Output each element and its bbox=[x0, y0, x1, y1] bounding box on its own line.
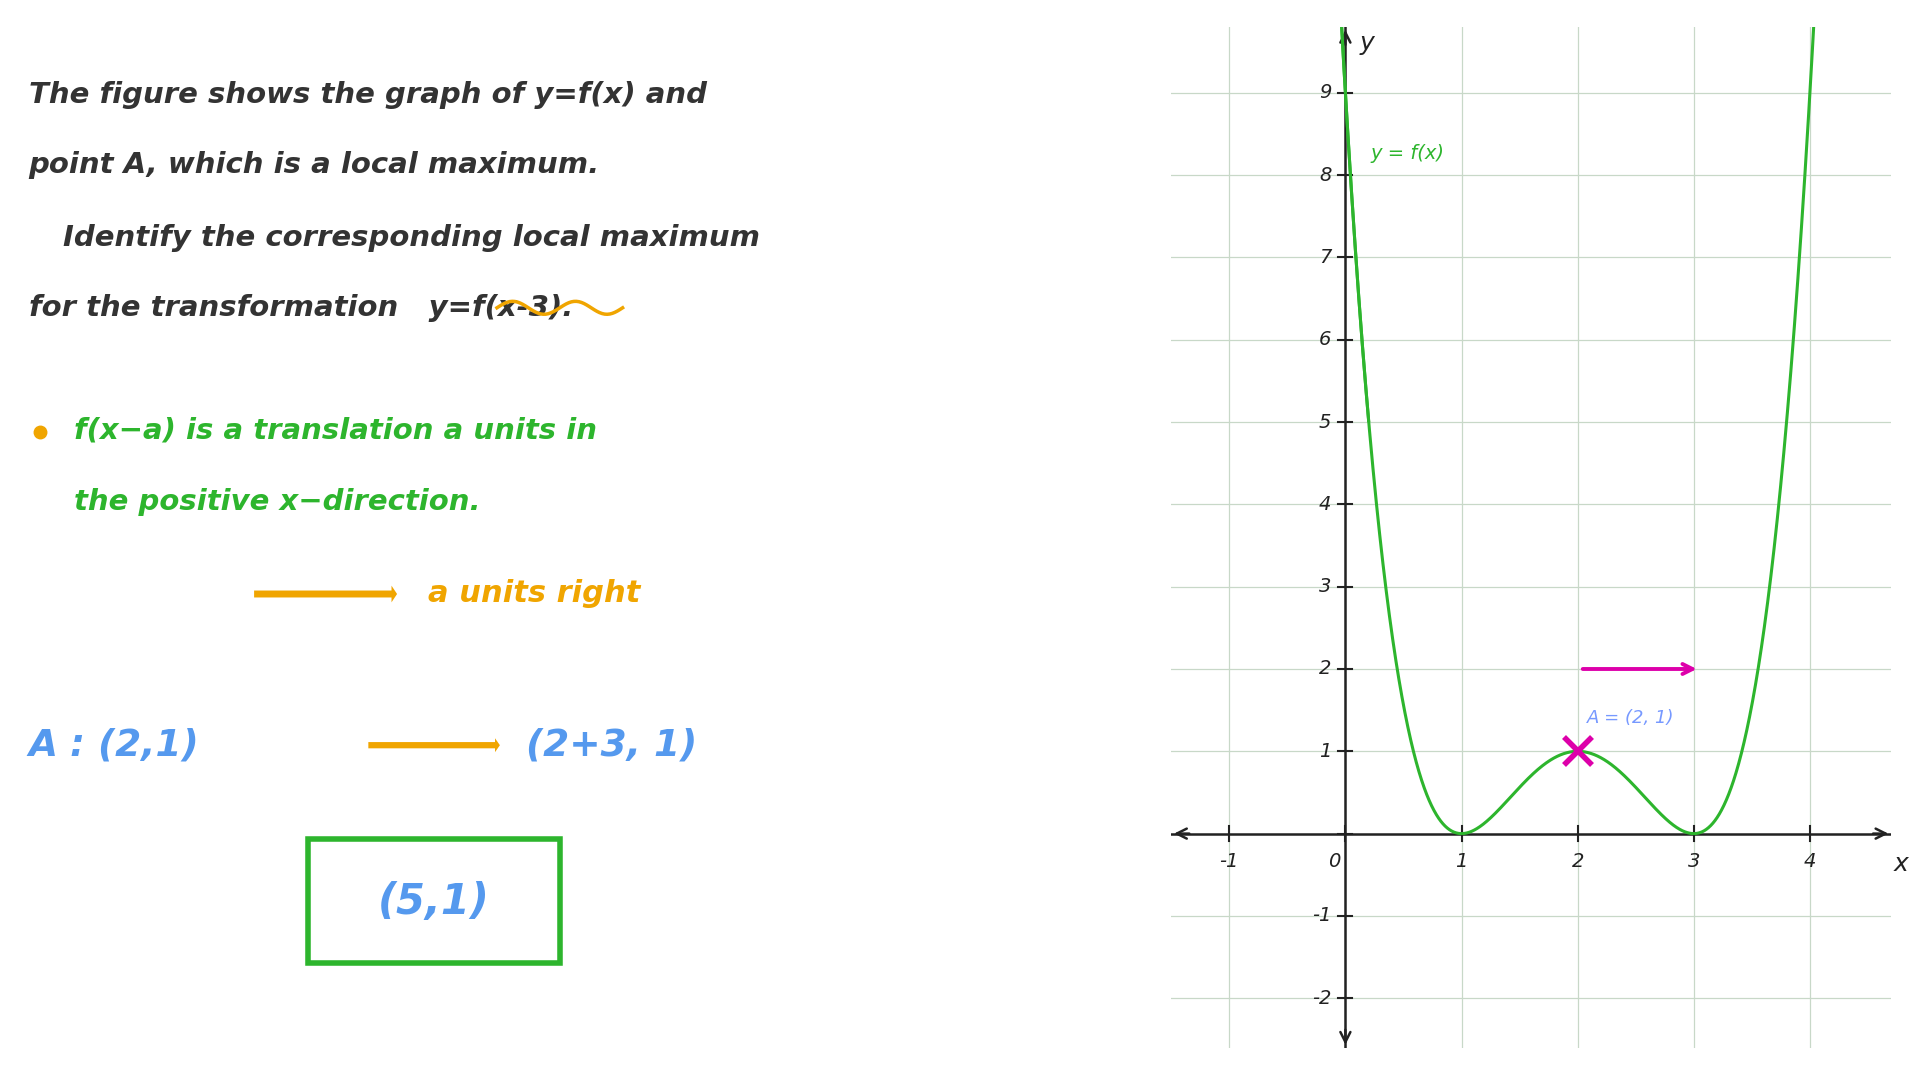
Text: x: x bbox=[1893, 852, 1908, 876]
Text: 4: 4 bbox=[1319, 495, 1331, 514]
Text: 2: 2 bbox=[1319, 660, 1331, 678]
Text: 2: 2 bbox=[1571, 852, 1584, 870]
Text: 9: 9 bbox=[1319, 83, 1331, 103]
Text: 8: 8 bbox=[1319, 165, 1331, 185]
Text: 3: 3 bbox=[1319, 577, 1331, 596]
Text: -1: -1 bbox=[1311, 906, 1331, 926]
Text: the positive x−direction.: the positive x−direction. bbox=[75, 488, 480, 516]
Text: Identify the corresponding local maximum: Identify the corresponding local maximum bbox=[63, 224, 760, 252]
Text: for the transformation   y=f(x-3).: for the transformation y=f(x-3). bbox=[29, 294, 572, 322]
Text: 0: 0 bbox=[1327, 852, 1340, 870]
Text: 1: 1 bbox=[1319, 742, 1331, 760]
Text: 6: 6 bbox=[1319, 330, 1331, 349]
Text: y: y bbox=[1359, 31, 1375, 55]
Text: The figure shows the graph of y=f(x) and: The figure shows the graph of y=f(x) and bbox=[29, 81, 707, 109]
Text: (2+3, 1): (2+3, 1) bbox=[526, 727, 697, 764]
Text: -2: -2 bbox=[1311, 988, 1331, 1008]
Bar bbox=[309, 839, 561, 963]
Text: (5,1): (5,1) bbox=[378, 881, 490, 922]
Text: point A, which is a local maximum.: point A, which is a local maximum. bbox=[29, 151, 599, 179]
Text: -1: -1 bbox=[1219, 852, 1238, 870]
Text: 3: 3 bbox=[1688, 852, 1699, 870]
Text: 1: 1 bbox=[1455, 852, 1467, 870]
Text: f(x−a) is a translation a units in: f(x−a) is a translation a units in bbox=[75, 417, 597, 445]
Text: A : (2,1): A : (2,1) bbox=[29, 727, 200, 764]
Text: 4: 4 bbox=[1803, 852, 1816, 870]
Text: a units right: a units right bbox=[428, 580, 641, 608]
Text: 5: 5 bbox=[1319, 413, 1331, 432]
Text: A = (2, 1): A = (2, 1) bbox=[1588, 708, 1674, 727]
Text: y = f(x): y = f(x) bbox=[1371, 144, 1446, 163]
Text: 7: 7 bbox=[1319, 248, 1331, 267]
